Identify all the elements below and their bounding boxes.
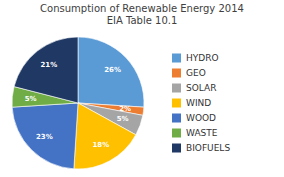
data-label: 2% <box>119 105 131 113</box>
legend-swatch <box>172 129 181 138</box>
legend-label: WASTE <box>186 128 218 138</box>
legend-swatch <box>172 84 181 93</box>
data-label: 5% <box>25 95 37 103</box>
chart: Consumption of Renewable Energy 2014EIA … <box>0 0 284 177</box>
legend-label: GEO <box>186 68 206 78</box>
legend-label: HYDRO <box>186 53 219 63</box>
title: Consumption of Renewable Energy 2014EIA … <box>40 3 244 26</box>
legend-swatch <box>172 144 181 153</box>
legend: HYDRO GEO SOLAR WIND WOOD WASTE BIOFUELS <box>172 53 230 153</box>
data-labels: 26% 2% 5% 18% 23% 5% 21% <box>25 61 131 148</box>
data-label: 26% <box>104 66 121 74</box>
legend-label: SOLAR <box>186 83 216 93</box>
legend-swatch <box>172 54 181 63</box>
pie <box>12 37 144 169</box>
legend-label: WIND <box>186 98 211 108</box>
pie-slice <box>12 103 78 169</box>
legend-label: WOOD <box>186 113 216 123</box>
legend-swatch <box>172 99 181 108</box>
pie-slice <box>14 37 78 103</box>
data-label: 23% <box>36 133 53 141</box>
pie-slice <box>74 103 136 169</box>
legend-swatch <box>172 114 181 123</box>
legend-label: BIOFUELS <box>186 143 230 153</box>
pie-slice <box>78 37 144 107</box>
data-label: 21% <box>40 61 57 69</box>
legend-swatch <box>172 69 181 78</box>
data-label: 5% <box>117 115 129 123</box>
data-label: 18% <box>93 141 110 149</box>
